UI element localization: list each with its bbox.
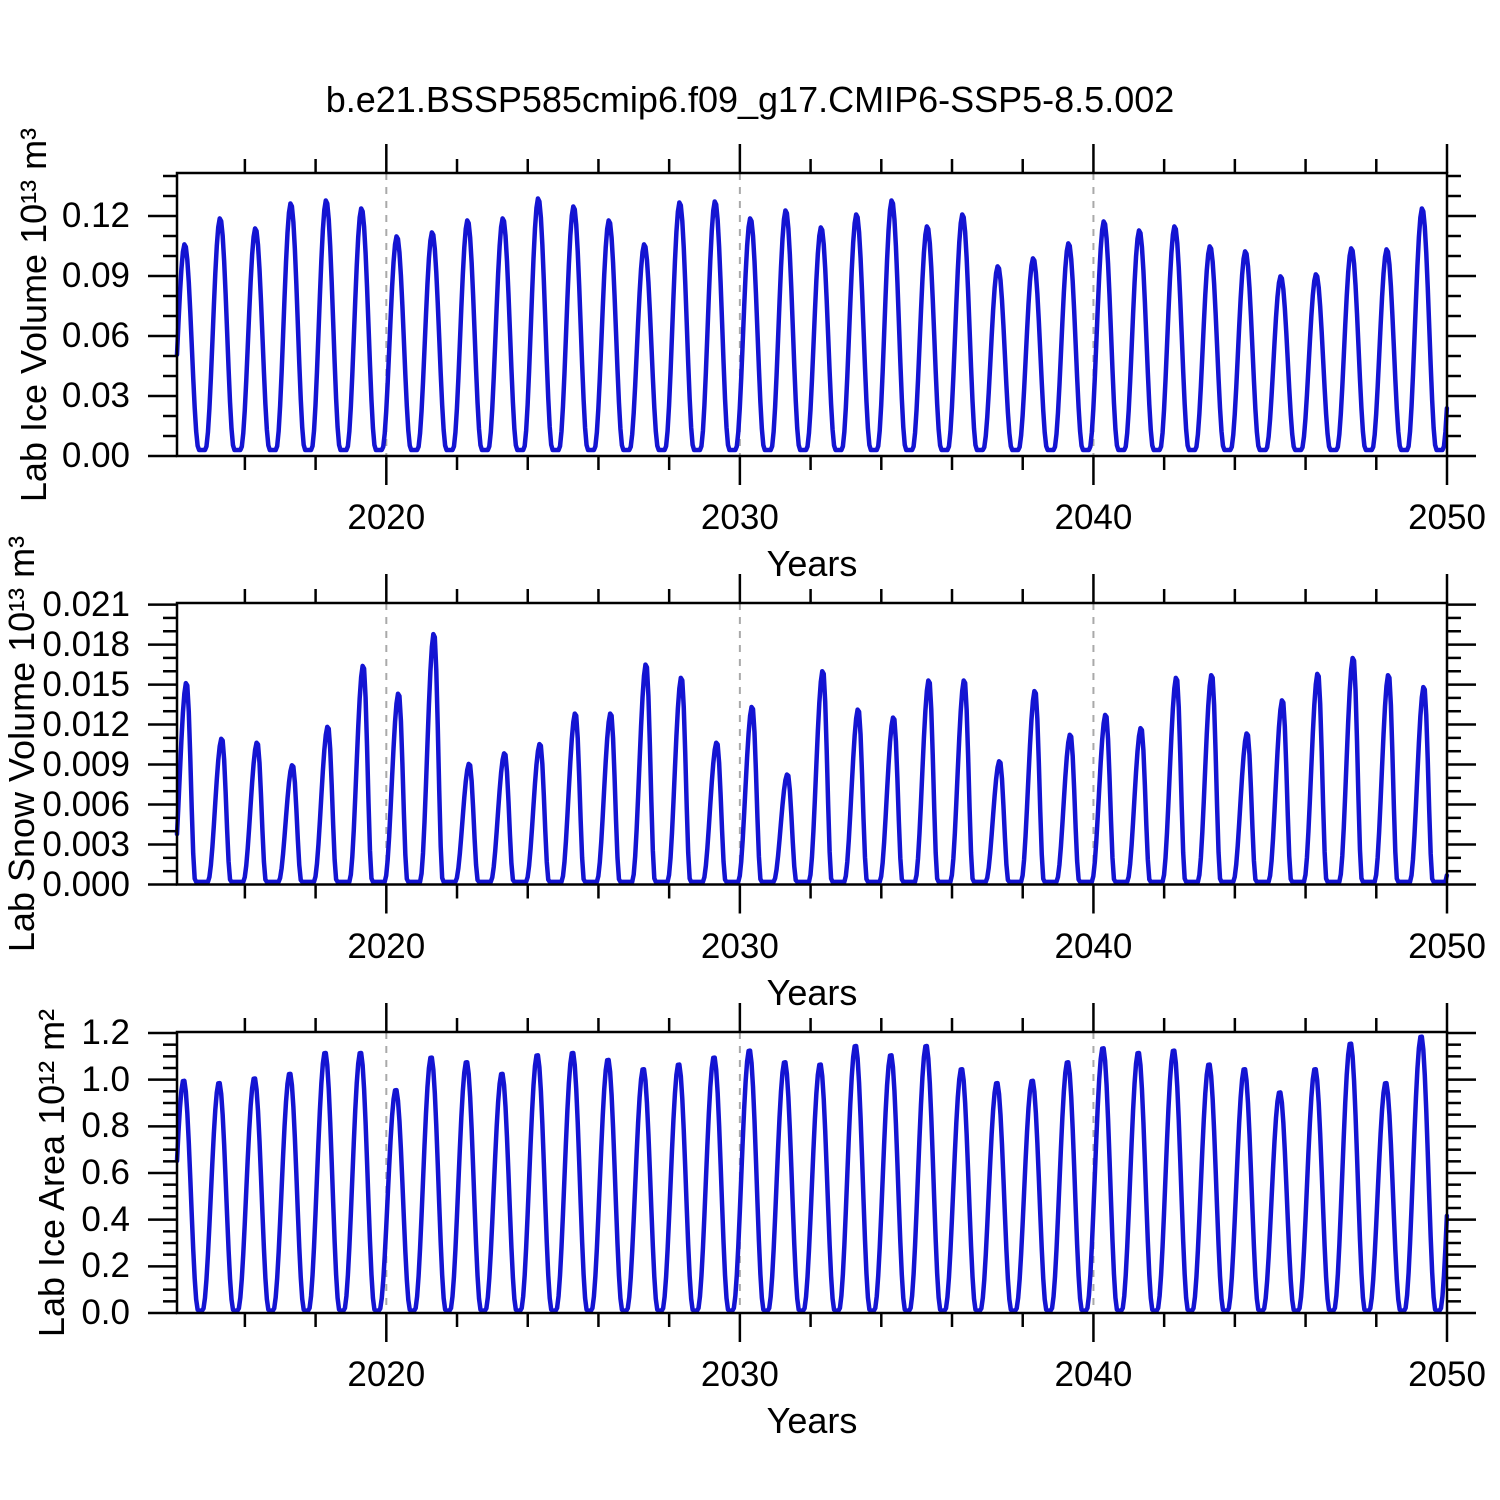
x-tick-label: 2020 bbox=[347, 1355, 426, 1394]
axis-frame bbox=[175, 171, 1449, 458]
x-tick-label: 2030 bbox=[700, 498, 779, 537]
x-axis-title-years: Years bbox=[766, 543, 858, 584]
gridlines bbox=[385, 603, 1095, 885]
y-tick-label: 1.2 bbox=[81, 1013, 130, 1052]
x-tick-label: 2020 bbox=[347, 926, 426, 966]
y-tick-label: 0.009 bbox=[42, 744, 130, 784]
plot-area-lab-snow-volume bbox=[148, 574, 1476, 914]
y-tick-label: 0.006 bbox=[42, 784, 130, 824]
x-tick-label: 2050 bbox=[1408, 1355, 1486, 1394]
y-tick-label: 0.012 bbox=[42, 704, 130, 744]
plot-area-lab-ice-area bbox=[148, 1003, 1476, 1342]
y-tick-label: 0.021 bbox=[42, 584, 130, 624]
y-tick-label: 0.06 bbox=[61, 316, 130, 355]
y-tick-label: 1.0 bbox=[81, 1059, 130, 1099]
x-tick-label: 2040 bbox=[1054, 498, 1133, 537]
y-tick-label: 0.0 bbox=[81, 1293, 130, 1332]
x-tick-label: 2030 bbox=[700, 926, 779, 966]
y-tick-label: 0.003 bbox=[42, 824, 130, 864]
series-line-lab-ice-area bbox=[174, 1034, 1450, 1313]
x-tick-label: 2050 bbox=[1408, 498, 1486, 537]
x-axis-title-years: Years bbox=[766, 971, 858, 1013]
y-tick-label: 0.6 bbox=[81, 1153, 130, 1192]
series-line-lab-snow-volume bbox=[174, 631, 1450, 885]
y-tick-label: 0.2 bbox=[81, 1246, 130, 1286]
x-axis-title-years: Years bbox=[766, 1400, 858, 1441]
x-tick-label: 2040 bbox=[1054, 1355, 1133, 1394]
y-tick-label: 0.03 bbox=[61, 376, 130, 415]
y-tick-label: 0.015 bbox=[42, 664, 130, 704]
x-tick-label: 2040 bbox=[1054, 926, 1133, 966]
axis-ticks bbox=[148, 1003, 1476, 1342]
series-line-lab-ice-volume bbox=[174, 196, 1450, 453]
gridlines bbox=[385, 173, 1095, 456]
y-tick-label: 0.8 bbox=[81, 1106, 130, 1146]
x-tick-label: 2030 bbox=[700, 1355, 779, 1394]
plot-area-lab-ice-volume bbox=[148, 144, 1476, 485]
y-tick-label: 0.12 bbox=[61, 196, 130, 235]
x-tick-label: 2020 bbox=[347, 498, 426, 537]
axis-frame bbox=[175, 601, 1449, 886]
figure-title: b.e21.BSSP585cmip6.f09_g17.CMIP6-SSP5-8.… bbox=[325, 79, 1175, 120]
y-tick-label: 0.000 bbox=[42, 864, 130, 904]
y-tick-label: 0.09 bbox=[61, 256, 130, 295]
y-tick-label: 0.00 bbox=[61, 436, 130, 475]
axis-ticks bbox=[148, 574, 1476, 914]
x-tick-label: 2050 bbox=[1408, 926, 1486, 966]
y-tick-label: 0.4 bbox=[81, 1199, 130, 1239]
y-tick-label: 0.018 bbox=[42, 624, 130, 664]
axis-ticks bbox=[148, 144, 1476, 485]
